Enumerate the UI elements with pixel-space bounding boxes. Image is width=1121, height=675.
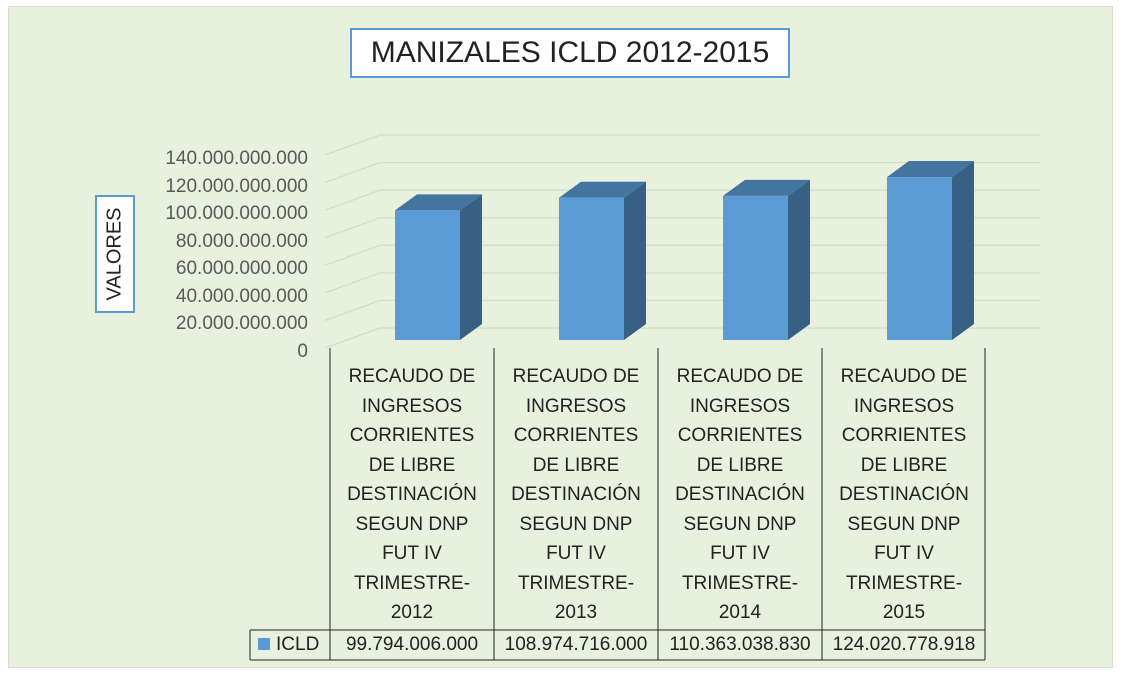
legend-label: ICLD xyxy=(276,634,320,655)
bar-side xyxy=(460,194,482,340)
bar-side xyxy=(788,179,810,340)
grid-line xyxy=(324,189,1040,211)
data-label: 124.020.778.918 xyxy=(832,634,976,655)
y-tick-label: 80.000.000.000 xyxy=(175,230,308,252)
legend: ICLD xyxy=(258,630,319,660)
grid-line xyxy=(324,244,1040,266)
bar-top xyxy=(723,179,810,196)
grid-line xyxy=(324,272,1040,294)
bar-front xyxy=(887,177,952,340)
y-tick-label: 60.000.000.000 xyxy=(175,258,308,280)
x-tick-label: RECAUDO DE INGRESOS CORRIENTES DE LIBRE … xyxy=(347,366,477,623)
data-label: 99.794.006.000 xyxy=(345,634,479,655)
bar-side xyxy=(952,161,974,340)
x-tick-label: RECAUDO DE INGRESOS CORRIENTES DE LIBRE … xyxy=(839,366,969,623)
bar-front xyxy=(559,197,624,340)
bar-front xyxy=(395,210,460,340)
x-tick-label: RECAUDO DE INGRESOS CORRIENTES DE LIBRE … xyxy=(511,366,641,623)
grid-line xyxy=(324,134,1040,156)
y-tick-label: 20.000.000.000 xyxy=(175,313,308,335)
grid-line xyxy=(324,327,1040,349)
bar xyxy=(723,179,810,340)
y-tick-label: 100.000.000.000 xyxy=(165,203,308,225)
bar-side xyxy=(624,181,646,340)
data-label: 108.974.716.000 xyxy=(504,634,648,655)
y-axis-label: VALORES xyxy=(103,207,126,301)
legend-swatch xyxy=(258,638,270,650)
y-tick-label: 0 xyxy=(297,341,308,362)
bar xyxy=(559,181,646,340)
x-tick-label: RECAUDO DE INGRESOS CORRIENTES DE LIBRE … xyxy=(675,366,805,623)
chart-title: MANIZALES ICLD 2012-2015 xyxy=(350,28,790,78)
bar-top xyxy=(559,181,646,198)
grid-line xyxy=(324,161,1040,184)
y-axis-box: VALORES xyxy=(95,195,135,313)
bar-top xyxy=(887,161,974,178)
bar xyxy=(887,161,974,340)
y-tick-label: 120.000.000.000 xyxy=(165,175,308,197)
y-tick-label: 40.000.000.000 xyxy=(175,285,308,307)
y-tick-label: 140.000.000.000 xyxy=(165,148,308,169)
grid-line xyxy=(324,299,1040,321)
bar-top xyxy=(395,194,482,211)
grid-line xyxy=(324,217,1040,239)
data-label: 110.363.038.830 xyxy=(669,634,811,655)
bar xyxy=(395,194,482,340)
bar-front xyxy=(723,195,788,340)
